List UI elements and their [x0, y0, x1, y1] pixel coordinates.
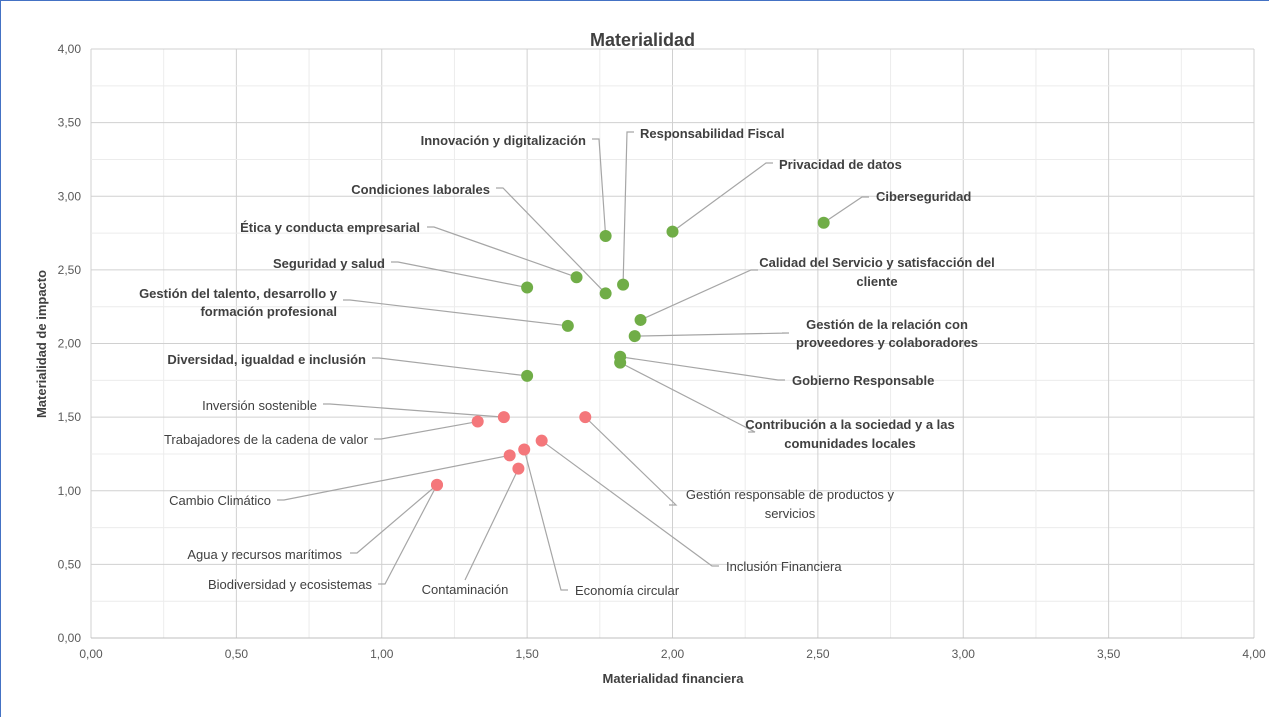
data-point: [512, 462, 525, 475]
data-point: [535, 434, 548, 447]
x-tick-label: 0,50: [225, 647, 249, 661]
data-point: [599, 287, 612, 300]
y-tick-label: 0,50: [58, 557, 82, 571]
x-tick-label: 1,50: [515, 647, 539, 661]
leader-line: [672, 162, 773, 233]
data-point: [561, 319, 574, 332]
y-axis-title: Materialidad de impacto: [34, 270, 49, 418]
x-tick-label: 1,00: [370, 647, 394, 661]
x-tick-label: 0,00: [79, 647, 103, 661]
leader-line: [620, 356, 785, 381]
y-tick-label: 1,50: [58, 410, 82, 424]
leader-line: [323, 403, 504, 418]
data-label: Gestión responsable de productos y: [686, 487, 895, 502]
data-point: [518, 443, 531, 456]
data-label: Contribución a la sociedad y a las: [745, 417, 955, 432]
x-axis-title: Materialidad financiera: [603, 671, 745, 686]
leader-line: [378, 484, 438, 585]
data-point: [628, 330, 641, 343]
data-point: [599, 230, 612, 243]
leader-line: [523, 449, 568, 591]
data-label: Gestión del talento, desarrollo y: [139, 286, 338, 301]
data-label: Inclusión Financiera: [726, 559, 842, 574]
data-label: Gobierno Responsable: [792, 373, 934, 388]
data-label: servicios: [765, 506, 816, 521]
leader-line: [391, 261, 528, 289]
chart-title: Materialidad: [590, 30, 695, 50]
leader-line: [640, 269, 758, 321]
y-tick-label: 2,00: [58, 337, 82, 351]
y-tick-label: 4,00: [58, 42, 82, 56]
data-label: Diversidad, igualdad e inclusión: [167, 352, 366, 367]
data-label: Trabajadores de la cadena de valor: [164, 432, 369, 447]
data-label: Cambio Climático: [169, 493, 271, 508]
data-point: [634, 313, 647, 326]
data-point: [471, 415, 484, 428]
leader-line: [277, 454, 510, 501]
data-label: formación profesional: [200, 304, 337, 319]
y-tick-label: 3,00: [58, 189, 82, 203]
data-label: Calidad del Servicio y satisfacción del: [759, 255, 995, 270]
y-tick-label: 1,00: [58, 484, 82, 498]
data-point: [521, 281, 534, 294]
data-label: cliente: [856, 274, 897, 289]
leader-line: [374, 420, 478, 440]
data-point: [497, 411, 510, 424]
data-point: [579, 411, 592, 424]
data-point: [617, 278, 630, 291]
data-label: Biodiversidad y ecosistemas: [208, 577, 373, 592]
data-label: Seguridad y salud: [273, 256, 385, 271]
data-point: [817, 216, 830, 229]
y-tick-label: 2,50: [58, 263, 82, 277]
leader-line: [372, 357, 528, 377]
data-label: Agua y recursos marítimos: [187, 547, 342, 562]
x-tick-label: 4,00: [1242, 647, 1266, 661]
leader-line: [427, 226, 577, 278]
leader-line: [584, 416, 678, 506]
leader-line: [634, 332, 790, 337]
x-tick-label: 3,00: [952, 647, 976, 661]
leader-line: [592, 138, 607, 237]
data-label: Condiciones laborales: [351, 182, 490, 197]
y-tick-label: 0,00: [58, 631, 82, 645]
leader-line: [496, 187, 607, 294]
data-label: Contaminación: [422, 582, 509, 597]
data-point: [614, 356, 627, 369]
data-label: Economía circular: [575, 583, 680, 598]
x-tick-label: 3,50: [1097, 647, 1121, 661]
leader-line: [541, 440, 719, 567]
data-point: [430, 478, 443, 491]
leader-line: [823, 196, 869, 224]
data-label: comunidades locales: [784, 436, 916, 451]
leader-line: [343, 299, 568, 327]
y-tick-label: 3,50: [58, 116, 82, 130]
leader-line: [464, 468, 519, 581]
data-label: Responsabilidad Fiscal: [640, 126, 785, 141]
data-point: [570, 271, 583, 284]
x-tick-label: 2,50: [806, 647, 830, 661]
x-tick-label: 2,00: [661, 647, 685, 661]
data-label: Inversión sostenible: [202, 398, 317, 413]
data-label: Gestión de la relación con: [806, 317, 968, 332]
data-point: [503, 449, 516, 462]
leader-line: [619, 362, 756, 433]
data-label: Innovación y digitalización: [421, 133, 586, 148]
data-point: [666, 225, 679, 238]
data-label: Ciberseguridad: [876, 189, 971, 204]
data-label: proveedores y colaboradores: [796, 335, 978, 350]
leader-line: [622, 131, 634, 285]
data-label: Privacidad de datos: [779, 157, 902, 172]
leader-line: [350, 484, 438, 554]
data-label: Ética y conducta empresarial: [240, 220, 420, 235]
data-point: [521, 369, 534, 382]
